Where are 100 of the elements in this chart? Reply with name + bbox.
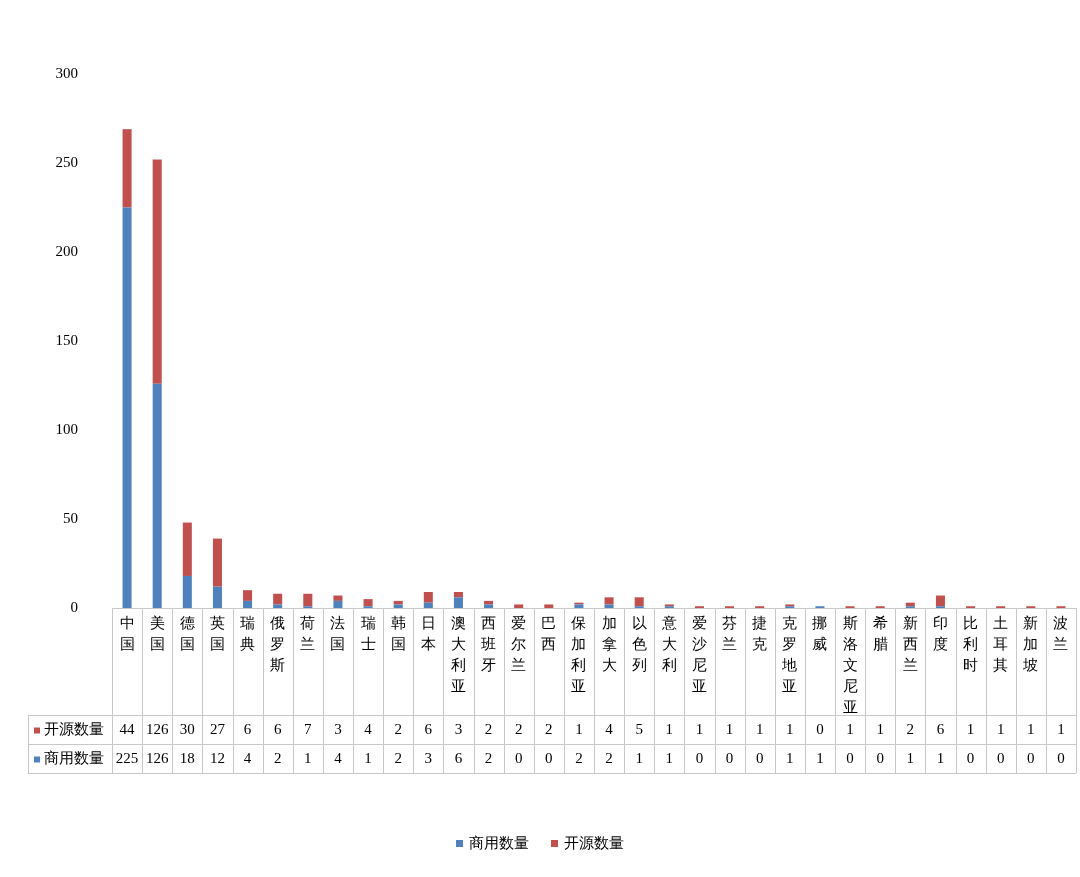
bar <box>152 159 162 384</box>
data-label: 0 <box>545 750 553 767</box>
data-label: 1 <box>996 721 1005 738</box>
x-tick-label: 挪威 <box>812 614 828 652</box>
x-tick-label: 斯洛文尼亚 <box>842 614 858 715</box>
data-label: 4 <box>243 750 252 767</box>
data-label: 1 <box>665 750 674 767</box>
x-tick-label: 克罗地亚 <box>781 614 798 694</box>
x-tick-label: 英国 <box>209 614 225 652</box>
bar <box>634 597 644 607</box>
bar <box>182 522 192 576</box>
x-tick-label: 瑞典 <box>240 614 256 652</box>
bar <box>152 383 162 608</box>
y-tick-label: 150 <box>55 331 78 348</box>
y-tick-label: 100 <box>55 420 78 437</box>
x-tick-label: 美国 <box>149 614 165 652</box>
y-tick-label: 250 <box>55 153 78 170</box>
bar <box>303 593 313 607</box>
bar <box>935 595 945 607</box>
y-tick-label: 300 <box>55 64 78 81</box>
bar <box>604 604 614 608</box>
data-label: 126 <box>145 721 169 738</box>
data-label: 6 <box>936 721 945 738</box>
data-label: 2 <box>273 750 282 767</box>
data-label: 1 <box>695 721 704 738</box>
data-label: 1 <box>665 721 674 738</box>
bar <box>333 595 343 601</box>
x-tick-label: 德国 <box>179 614 195 652</box>
bar <box>212 586 222 608</box>
data-label: 12 <box>209 750 225 767</box>
data-label: 0 <box>725 750 734 767</box>
data-label: 1 <box>786 750 794 767</box>
legend-label: 商用数量 <box>44 750 104 767</box>
data-label: 3 <box>334 721 342 738</box>
x-tick-label: 西班牙 <box>481 614 497 673</box>
y-tick-label: 200 <box>55 242 78 259</box>
data-label: 3 <box>454 721 463 738</box>
bar <box>243 600 253 608</box>
data-label: 1 <box>876 721 884 738</box>
data-label: 27 <box>209 721 226 738</box>
data-label: 0 <box>876 750 884 767</box>
y-tick-label: 50 <box>63 509 78 526</box>
data-label: 2 <box>906 721 915 738</box>
bar <box>182 575 192 608</box>
data-label: 2 <box>484 750 493 767</box>
bar <box>423 602 433 608</box>
data-label: 1 <box>846 721 854 738</box>
bar <box>273 593 283 605</box>
data-label: 2 <box>394 721 402 738</box>
bar <box>453 591 463 598</box>
bar <box>604 597 614 605</box>
data-label: 4 <box>334 750 343 767</box>
bar <box>122 207 132 608</box>
x-tick-label: 比利时 <box>963 614 979 673</box>
x-tick-label: 法国 <box>330 614 346 652</box>
data-label: 0 <box>695 750 704 767</box>
bar <box>243 590 253 601</box>
data-label: 7 <box>304 721 313 738</box>
data-label: 2 <box>575 750 583 767</box>
data-label: 30 <box>179 721 195 738</box>
data-label: 2 <box>605 750 613 767</box>
data-label: 1 <box>906 750 915 767</box>
data-label: 2 <box>514 721 523 738</box>
data-label: 1 <box>786 721 794 738</box>
x-tick-label: 爱尔兰 <box>511 614 527 673</box>
x-tick-label: 加拿大 <box>601 614 617 673</box>
data-label: 4 <box>364 721 373 738</box>
text: 商用数量 <box>469 835 529 851</box>
bar <box>453 597 463 608</box>
bar <box>333 600 343 608</box>
x-tick-label: 瑞士 <box>360 614 376 652</box>
data-label: 0 <box>1027 750 1035 767</box>
x-tick-label: 希腊 <box>872 614 888 652</box>
data-label: 6 <box>454 750 463 767</box>
data-label: 0 <box>816 721 824 738</box>
data-label: 1 <box>816 750 824 767</box>
x-tick-label: 爱沙尼亚 <box>691 614 707 694</box>
x-tick-label: 波兰 <box>1053 614 1069 652</box>
x-tick-label: 土耳其 <box>993 614 1009 673</box>
data-label: 225 <box>115 750 139 767</box>
data-label: 6 <box>273 721 282 738</box>
legend-label: 开源数量 <box>44 721 104 738</box>
data-label: 1 <box>936 750 945 767</box>
data-label: 3 <box>424 750 433 767</box>
x-tick-label: 巴西 <box>541 614 557 652</box>
bar <box>212 538 222 587</box>
data-label: 0 <box>846 750 854 767</box>
data-label: 1 <box>1027 721 1035 738</box>
x-tick-label: 新西兰 <box>902 614 918 673</box>
x-tick-label: 捷克 <box>752 614 768 652</box>
bar <box>514 604 524 608</box>
x-tick-label: 意大利 <box>660 614 677 673</box>
data-label: 1 <box>364 750 372 767</box>
data-label: 126 <box>145 750 169 767</box>
x-tick-label: 印度 <box>932 614 948 652</box>
data-label: 0 <box>514 750 523 767</box>
x-tick-label: 日本 <box>420 614 436 652</box>
data-label: 1 <box>635 750 643 767</box>
x-tick-label: 韩国 <box>390 614 406 652</box>
data-label: 2 <box>484 721 493 738</box>
